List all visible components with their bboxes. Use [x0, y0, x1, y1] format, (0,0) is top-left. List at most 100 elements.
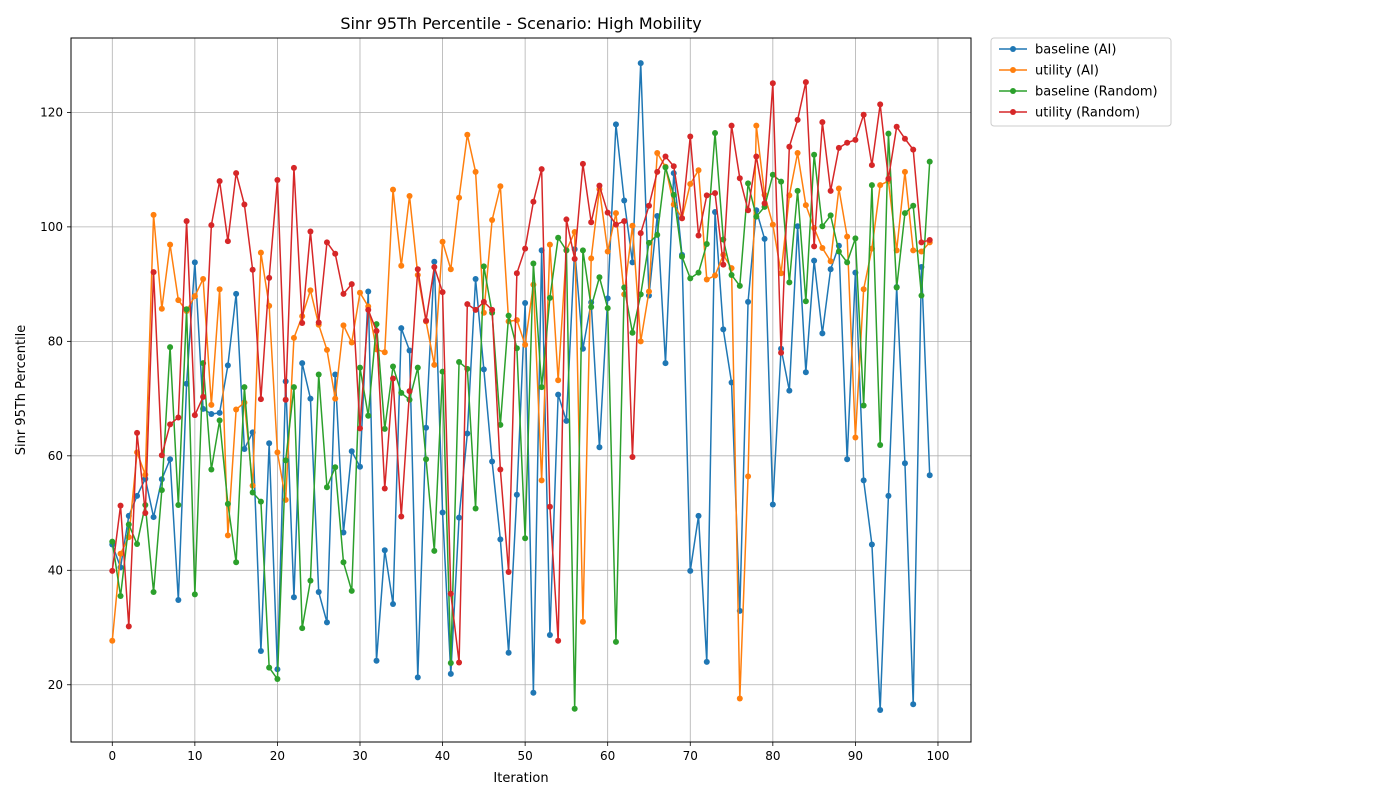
data-point — [910, 701, 917, 708]
data-point — [835, 248, 842, 255]
data-point — [546, 631, 553, 638]
series-layer — [109, 60, 933, 713]
data-point — [216, 286, 223, 293]
data-point — [340, 290, 347, 297]
data-point — [769, 501, 776, 508]
data-point — [356, 289, 363, 296]
data-point — [158, 487, 165, 494]
data-point — [224, 238, 231, 245]
data-point — [522, 535, 529, 542]
x-tick-label: 40 — [435, 749, 450, 763]
data-point — [323, 346, 330, 353]
legend-swatch-marker — [1010, 67, 1016, 73]
data-point — [513, 491, 520, 498]
data-point — [918, 248, 925, 255]
data-point — [406, 192, 413, 199]
data-point — [802, 298, 809, 305]
data-point — [662, 164, 669, 171]
x-tick-label: 60 — [600, 749, 615, 763]
data-point — [612, 210, 619, 217]
data-point — [819, 245, 826, 252]
data-point — [786, 279, 793, 286]
data-point — [579, 247, 586, 254]
data-point — [233, 170, 240, 177]
data-point — [571, 705, 578, 712]
data-point — [778, 349, 785, 356]
data-point — [447, 590, 454, 597]
data-point — [323, 619, 330, 626]
data-point — [167, 241, 174, 248]
data-point — [629, 453, 636, 460]
data-point — [447, 660, 454, 667]
data-point — [224, 500, 231, 507]
data-point — [332, 464, 339, 471]
data-point — [348, 281, 355, 288]
data-point — [579, 618, 586, 625]
data-point — [753, 153, 760, 160]
data-point — [290, 594, 297, 601]
data-point — [794, 150, 801, 157]
data-point — [712, 190, 719, 197]
data-point — [654, 168, 661, 175]
data-point — [844, 139, 851, 146]
data-point — [918, 292, 925, 299]
legend-swatch-marker — [1010, 109, 1016, 115]
data-point — [431, 547, 438, 554]
data-point — [612, 121, 619, 128]
data-point — [703, 658, 710, 665]
data-point — [679, 215, 686, 222]
data-point — [761, 235, 768, 242]
data-point — [926, 472, 933, 479]
data-point — [183, 306, 190, 313]
data-point — [513, 270, 520, 277]
data-point — [233, 290, 240, 297]
data-point — [819, 330, 826, 337]
legend-item: utility (Random) — [999, 106, 1140, 121]
data-point — [645, 202, 652, 209]
data-point — [472, 168, 479, 175]
data-point — [852, 235, 859, 242]
data-point — [257, 498, 264, 505]
y-tick-label: 80 — [48, 334, 63, 348]
data-point — [216, 409, 223, 416]
legend-swatch-marker — [1010, 46, 1016, 52]
data-point — [423, 456, 430, 463]
data-point — [340, 529, 347, 536]
data-point — [390, 601, 397, 608]
x-tick-label: 100 — [927, 749, 950, 763]
data-point — [538, 166, 545, 173]
data-point — [546, 294, 553, 301]
data-point — [621, 197, 628, 204]
data-point — [381, 485, 388, 492]
data-point — [315, 371, 322, 378]
data-point — [637, 60, 644, 67]
data-point — [926, 237, 933, 244]
data-point — [381, 349, 388, 356]
data-point — [868, 162, 875, 169]
data-point — [472, 505, 479, 512]
data-point — [596, 444, 603, 451]
data-point — [753, 213, 760, 220]
data-point — [398, 325, 405, 332]
data-point — [530, 198, 537, 205]
data-point — [356, 364, 363, 371]
data-point — [257, 396, 264, 403]
data-point — [538, 477, 545, 484]
data-point — [877, 441, 884, 448]
data-point — [860, 402, 867, 409]
data-point — [497, 466, 504, 473]
data-point — [489, 306, 496, 313]
data-point — [423, 424, 430, 431]
data-point — [835, 144, 842, 151]
data-point — [200, 393, 207, 400]
data-point — [695, 167, 702, 174]
data-point — [877, 101, 884, 108]
data-point — [299, 320, 306, 327]
data-point — [852, 136, 859, 143]
data-point — [307, 228, 314, 235]
data-point — [901, 460, 908, 467]
y-axis-label: Sinr 95Th Percentile — [14, 325, 29, 456]
data-point — [109, 567, 116, 574]
data-point — [662, 153, 669, 160]
data-point — [745, 298, 752, 305]
